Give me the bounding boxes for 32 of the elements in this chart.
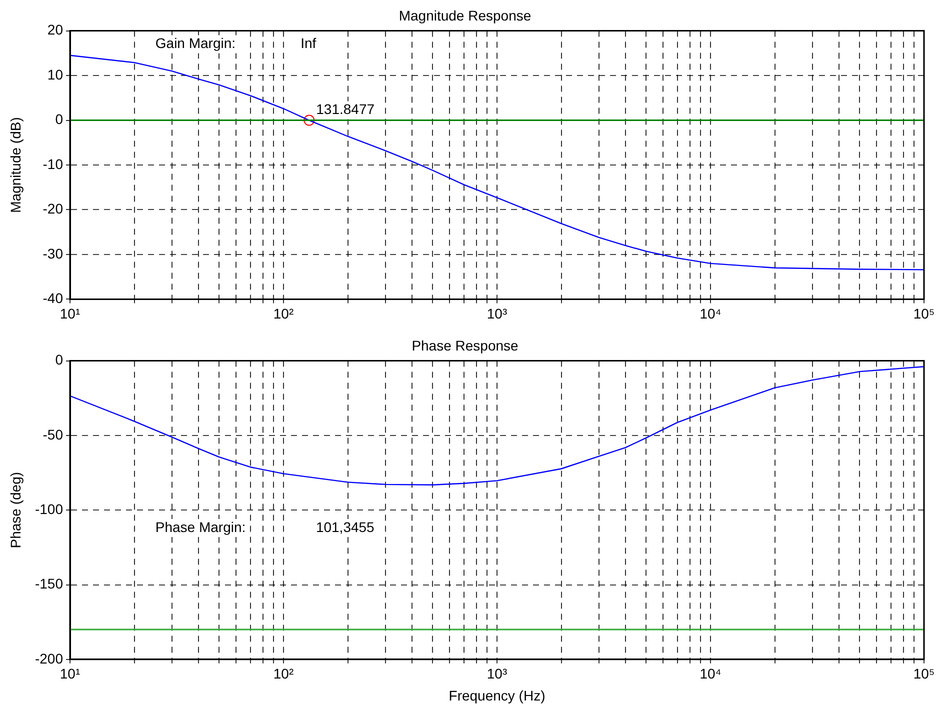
y-tick-label: 0 — [55, 111, 64, 128]
x-tick-label: 10² — [273, 305, 294, 322]
annotation: 131.8477 — [316, 101, 375, 118]
annotation: Phase Margin: — [155, 518, 246, 535]
y-axis-title: Phase (deg) — [7, 472, 24, 548]
y-tick-label: -200 — [34, 650, 64, 666]
y-tick-label: -100 — [34, 500, 64, 517]
y-tick-label: -20 — [42, 200, 64, 217]
annotation: Inf — [300, 35, 316, 52]
y-tick-label: -10 — [42, 156, 64, 172]
x-tick-label: 10³ — [486, 305, 508, 322]
x-tick-label: 10³ — [486, 666, 508, 682]
y-tick-label: -50 — [42, 426, 64, 442]
y-tick-label: 20 — [47, 22, 64, 38]
annotation: 101,3455 — [316, 518, 375, 535]
y-tick-label: 0 — [55, 352, 64, 368]
x-tick-label: 10⁴ — [700, 666, 722, 682]
x-tick-label: 10⁴ — [700, 305, 722, 322]
annotation: Gain Margin: — [155, 35, 236, 52]
y-tick-label: -30 — [42, 245, 64, 262]
chart-title: Magnitude Response — [398, 7, 532, 24]
x-tick-label: 10¹ — [60, 666, 80, 682]
x-axis-title: Frequency (Hz) — [448, 687, 546, 704]
y-tick-label: -150 — [34, 576, 64, 592]
y-tick-label: -40 — [42, 290, 64, 306]
x-tick-label: 10² — [273, 666, 294, 682]
y-tick-label: 10 — [47, 66, 64, 82]
chart-title: Phase Response — [412, 337, 519, 354]
x-tick-label: 10⁵ — [913, 305, 935, 322]
x-tick-label: 10¹ — [60, 305, 80, 322]
y-axis-title: Magnitude (dB) — [7, 117, 24, 213]
x-tick-label: 10⁵ — [913, 666, 935, 682]
